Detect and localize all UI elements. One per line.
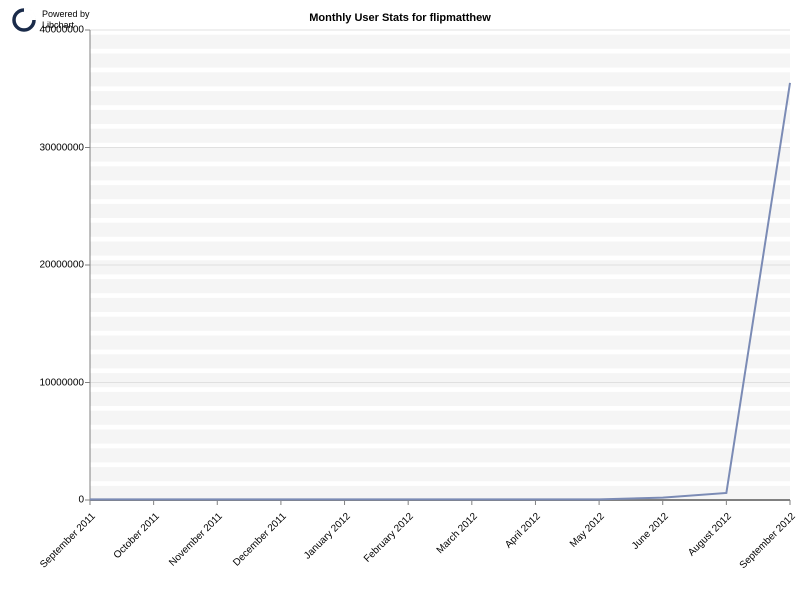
- x-tick-label: February 2012: [362, 511, 416, 565]
- y-tick-label: 30000000: [40, 142, 85, 153]
- x-tick-label: January 2012: [302, 511, 353, 562]
- x-tick-label: September 2011: [38, 511, 98, 571]
- x-tick-label: April 2012: [504, 511, 544, 551]
- x-tick-label: November 2011: [167, 511, 225, 569]
- y-tick-label: 40000000: [40, 25, 85, 36]
- x-tick-label: August 2012: [687, 511, 734, 558]
- x-tick-label: March 2012: [434, 511, 479, 556]
- x-tick-label: June 2012: [630, 511, 671, 552]
- x-tick-label: December 2011: [231, 511, 289, 569]
- powered-by-label: Powered by: [42, 9, 90, 20]
- x-tick-label: October 2011: [111, 511, 161, 561]
- y-tick-label: 0: [78, 495, 84, 506]
- libchart-logo-icon: [12, 8, 36, 32]
- y-tick-label: 10000000: [40, 377, 85, 388]
- chart-plot-area: [90, 30, 790, 500]
- y-tick-label: 20000000: [40, 260, 85, 271]
- chart-title: Monthly User Stats for flipmatthew: [309, 12, 491, 24]
- chart-svg: [90, 30, 790, 500]
- x-tick-label: May 2012: [568, 511, 607, 550]
- y-axis-labels: 010000000200000003000000040000000: [0, 30, 88, 500]
- x-tick-label: September 2012: [738, 511, 798, 571]
- x-axis-labels: September 2011October 2011November 2011D…: [90, 505, 790, 595]
